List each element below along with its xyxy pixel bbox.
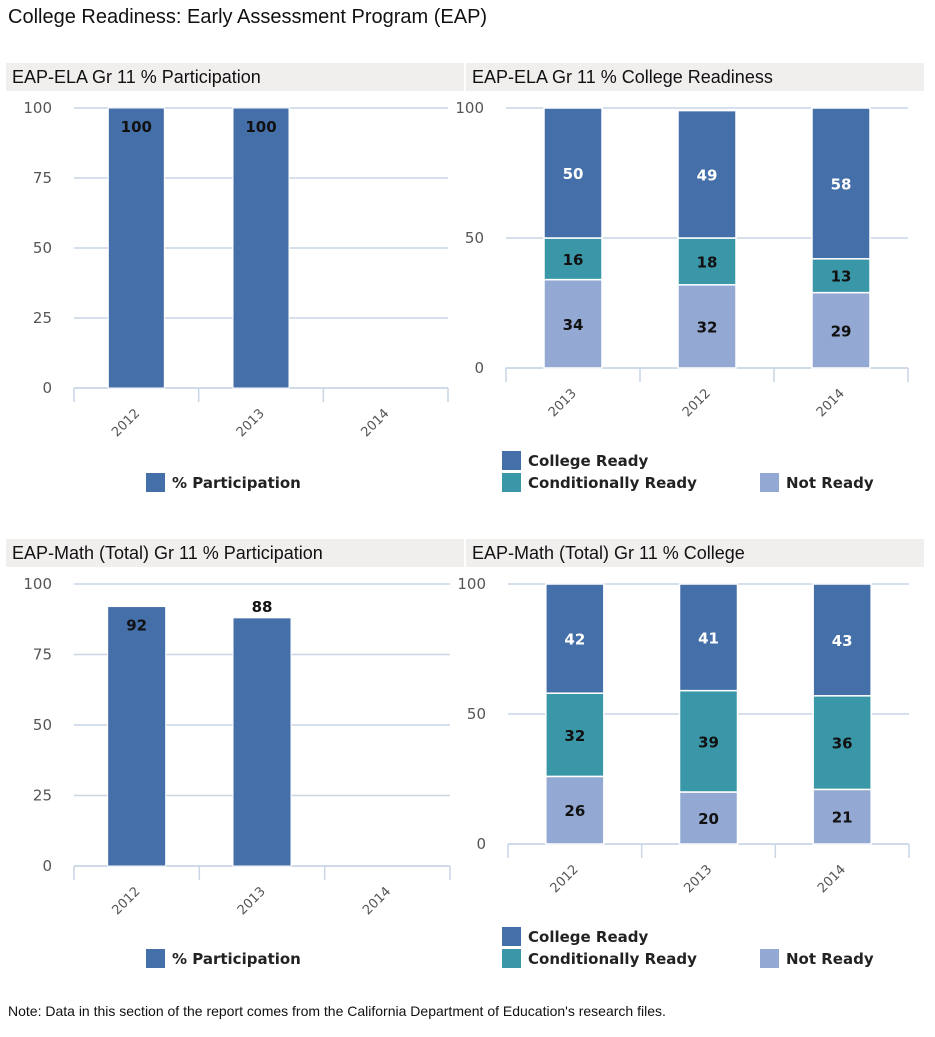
data-label: 32 [697,318,718,336]
y-tick-label: 50 [33,716,52,734]
data-label: 13 [831,268,852,286]
math-readiness-header: EAP-Math (Total) Gr 11 % College [466,539,924,567]
data-label: 26 [564,802,585,820]
bar-segment [677,109,737,239]
legend-swatch [146,473,165,492]
bar [107,107,165,389]
y-tick-label: 0 [42,379,52,397]
data-label: 100 [121,118,152,136]
legend-swatch [760,473,779,492]
data-label: 49 [697,166,718,184]
y-tick-label: 0 [474,359,484,377]
data-label: 100 [245,118,276,136]
x-tick-label: 2014 [815,862,849,896]
page-title: College Readiness: Early Assessment Prog… [8,6,488,28]
legend-swatch [502,949,521,968]
y-tick-label: 75 [33,646,52,664]
x-tick-label: 2012 [548,862,582,896]
bar [107,606,167,867]
data-label: 50 [563,165,584,183]
data-source-note: Note: Data in this section of the report… [8,1003,666,1019]
bar-segment [677,284,737,369]
y-tick-label: 75 [33,169,52,187]
ela-readiness-chart: 0 50 100 2013 2012 2014 34 16 50 32 18 49 29 13 58 Coll… [455,99,909,492]
bar-segment [677,237,737,286]
bar [232,107,290,389]
ela-participation-header: EAP-ELA Gr 11 % Participation [6,63,464,91]
math-readiness-chart: 0 50 100 2012 2013 2014 26 32 42 20 39 41 21 36 43 Coll… [457,575,910,968]
bar-segment [543,107,603,239]
data-label: 29 [831,322,852,340]
x-tick-label: 2012 [109,406,143,440]
y-tick-label: 0 [476,835,486,853]
data-label: 20 [698,810,719,828]
legend-swatch [146,949,165,968]
bar-segment [812,695,872,791]
legend-label: Not Ready [786,950,874,968]
data-label: 18 [697,253,718,271]
y-tick-label: 25 [33,787,52,805]
bar-segment [678,583,739,692]
legend-label: % Participation [172,474,301,492]
math-participation-chart: 0 25 50 75 100 2012 2013 2014 92 88 % Participatio… [23,575,451,968]
bar-segment [545,583,605,694]
y-tick-label: 100 [23,575,52,593]
ela-readiness-header: EAP-ELA Gr 11 % College Readiness [466,63,924,91]
data-label: 32 [564,727,585,745]
bar-segment [812,583,872,697]
y-tick-label: 50 [33,239,52,257]
legend-label: Not Ready [786,474,874,492]
x-tick-label: 2014 [360,884,394,918]
bar [232,617,292,867]
x-tick-label: 2014 [358,406,392,440]
y-tick-label: 100 [23,99,52,117]
data-label: 58 [831,175,852,193]
legend-swatch [760,949,779,968]
ela-participation-chart: 0 25 50 75 100 2012 2013 2014 100 100 % Participat… [23,99,449,492]
legend-swatch [502,451,521,470]
legend-swatch [502,927,521,946]
y-tick-label: 50 [465,229,484,247]
legend-label: % Participation [172,950,301,968]
data-label: 42 [564,631,585,649]
y-tick-label: 0 [42,857,52,875]
data-label: 88 [252,598,273,616]
data-label: 41 [698,629,719,647]
bar-segment [678,689,739,793]
legend-label: College Ready [528,928,648,946]
data-label: 39 [698,733,719,751]
x-tick-label: 2013 [234,406,268,440]
legend-swatch [502,473,521,492]
x-tick-label: 2012 [680,386,714,420]
bar-segment [545,775,605,845]
y-tick-label: 50 [467,705,486,723]
x-tick-label: 2012 [109,884,143,918]
data-label: 16 [563,251,584,269]
legend-label: Conditionally Ready [528,950,697,968]
data-label: 36 [832,735,853,753]
data-label: 34 [563,316,584,334]
x-tick-label: 2013 [235,884,269,918]
data-label: 92 [126,617,147,635]
y-tick-label: 100 [457,575,486,593]
data-label: 21 [832,809,853,827]
x-tick-label: 2014 [814,386,848,420]
x-tick-label: 2013 [681,862,715,896]
y-tick-label: 25 [33,309,52,327]
bar-segment [811,107,871,260]
bar-segment [811,291,871,369]
data-label: 43 [832,632,853,650]
bar-segment [545,692,605,778]
legend-label: Conditionally Ready [528,474,697,492]
legend-label: College Ready [528,452,648,470]
x-tick-label: 2013 [546,386,580,420]
y-tick-label: 100 [455,99,484,117]
bar-segment [812,788,872,845]
math-participation-header: EAP-Math (Total) Gr 11 % Participation [6,539,464,567]
